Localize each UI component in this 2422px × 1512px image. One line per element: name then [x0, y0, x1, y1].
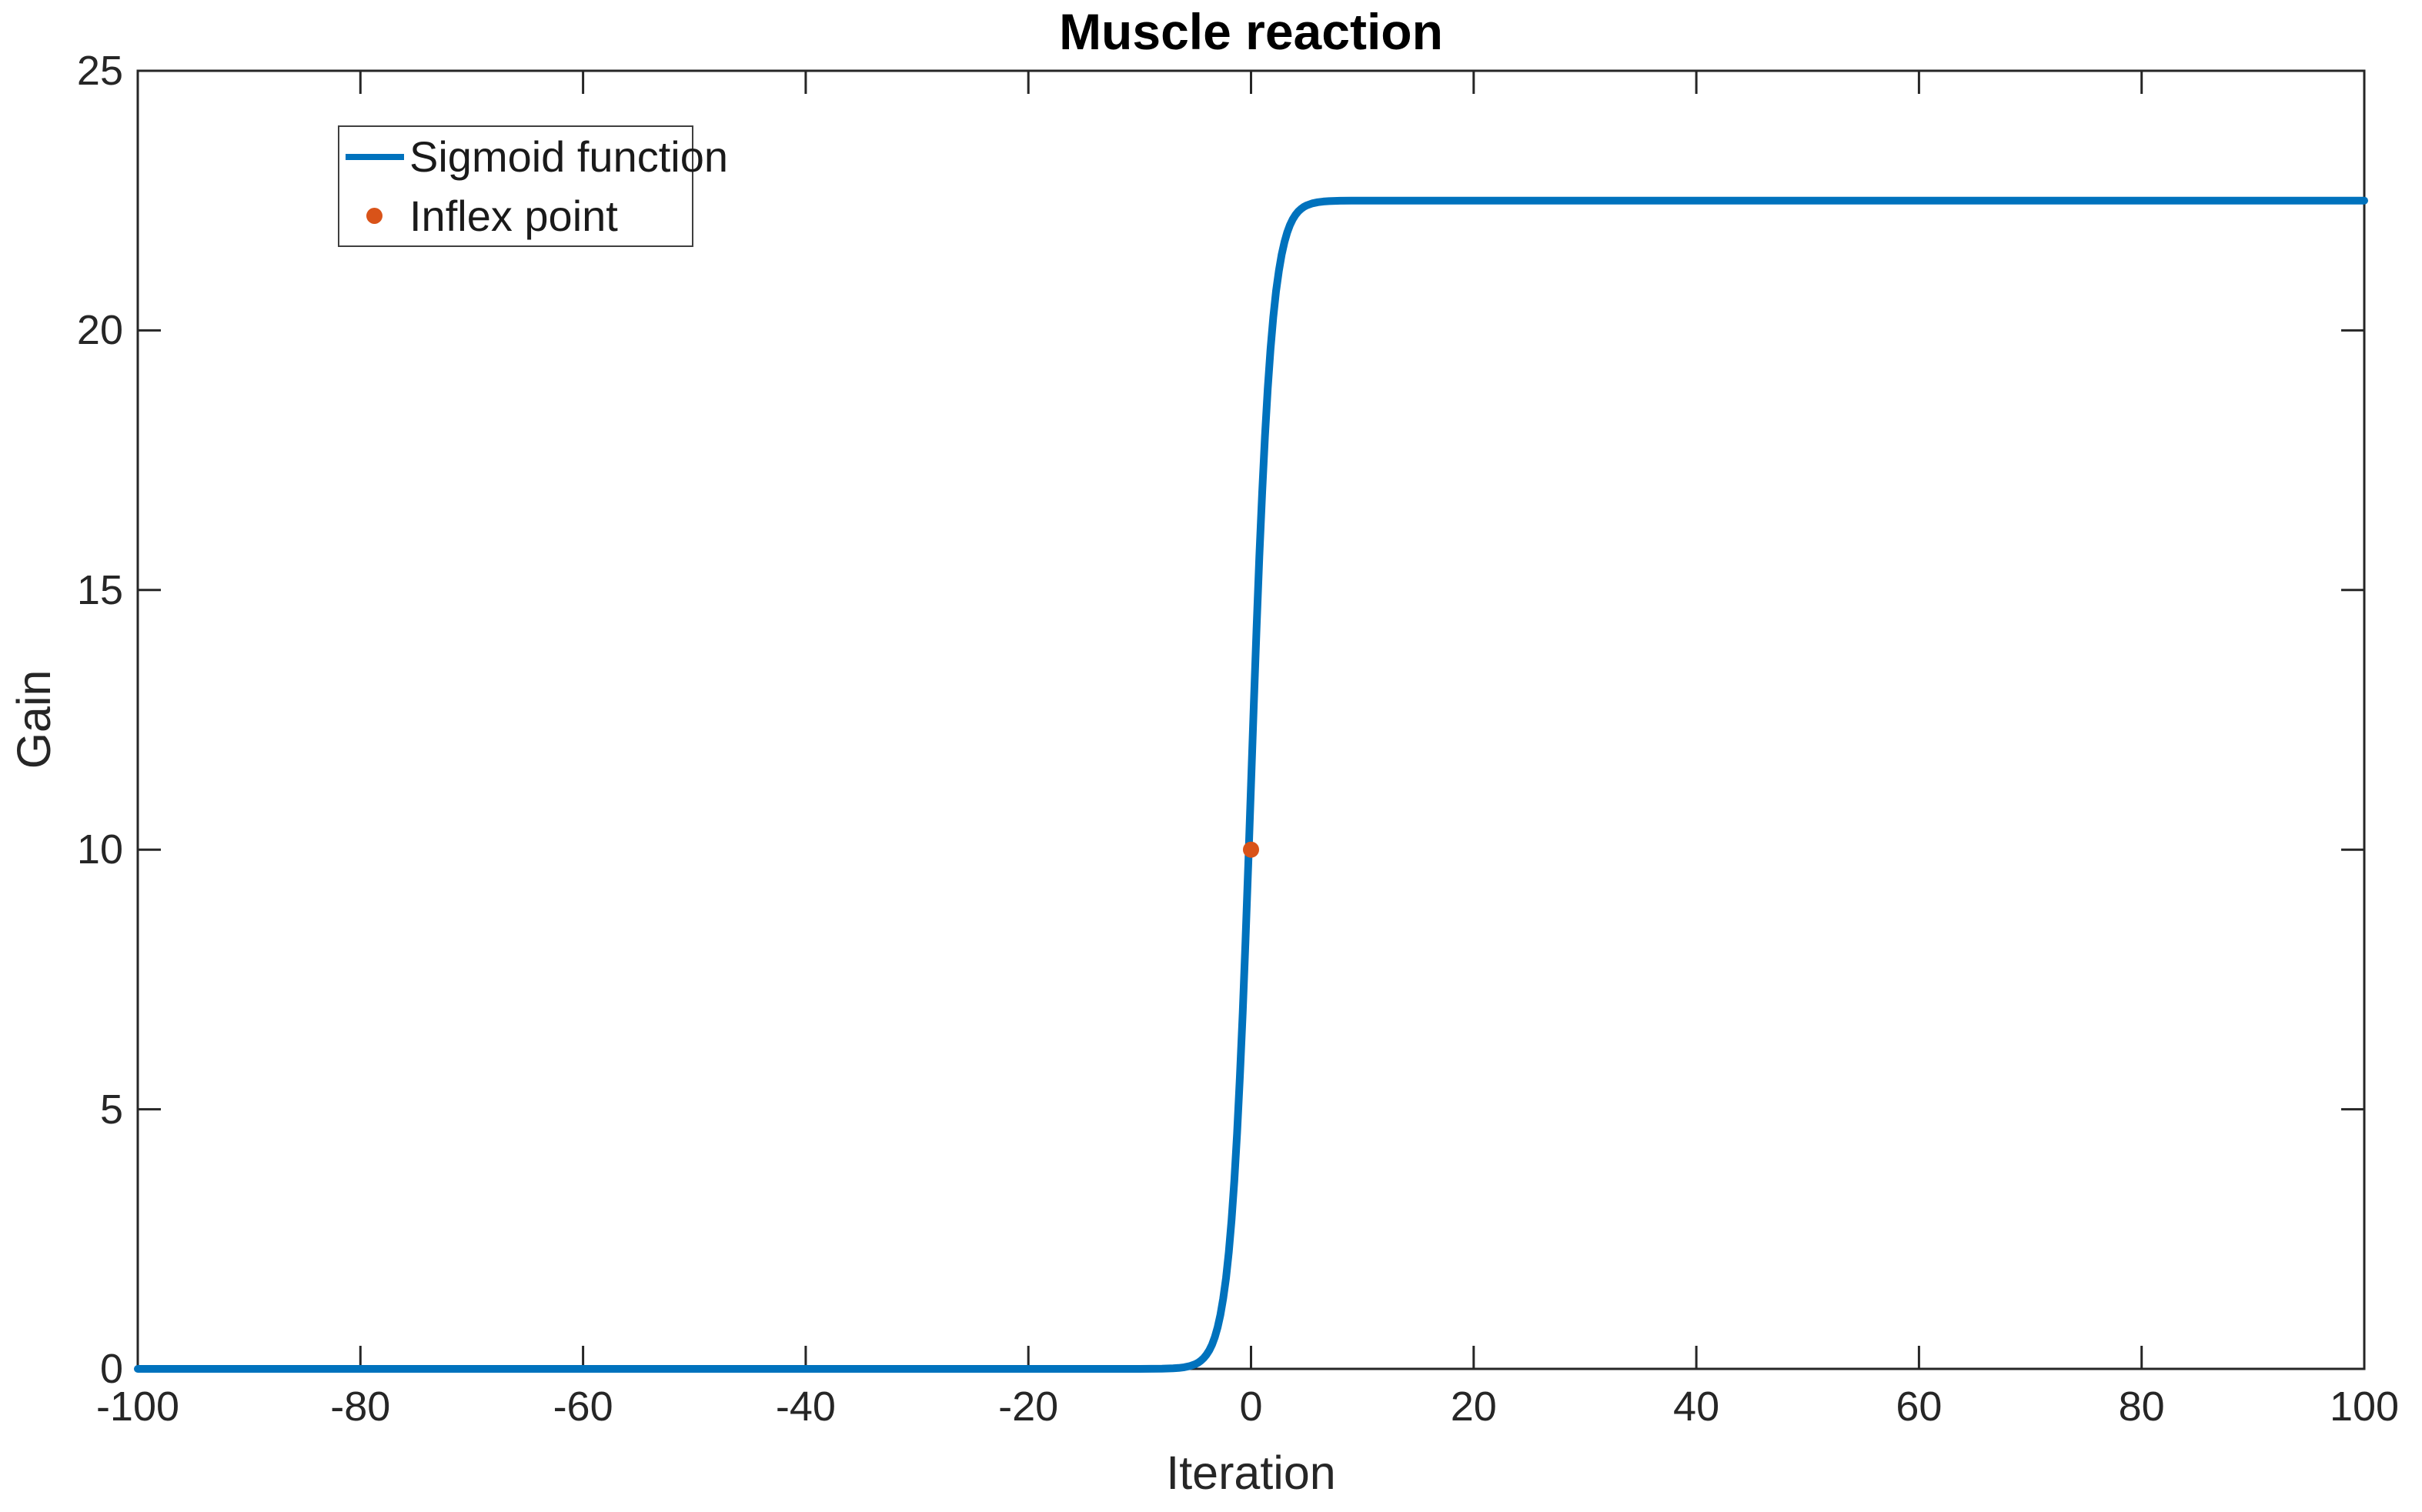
inflex-point-marker — [1243, 841, 1259, 858]
sigmoid-curve — [134, 196, 2368, 1373]
